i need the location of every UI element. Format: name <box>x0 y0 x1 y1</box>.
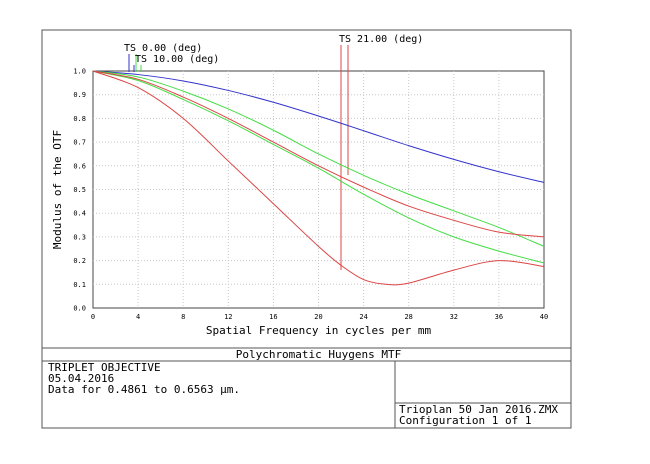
series-line-1 <box>92 70 545 183</box>
y-tick-label: 0.9 <box>73 91 86 99</box>
y-tick-label: 0.1 <box>73 281 86 289</box>
x-tick-label: 40 <box>540 313 548 321</box>
x-tick-label: 36 <box>495 313 503 321</box>
field-markers <box>128 45 349 270</box>
y-tick-label: 1.0 <box>73 68 86 76</box>
wavelength-range: Data for 0.4861 to 0.6563 µm. <box>48 383 240 396</box>
configuration: Configuration 1 of 1 <box>399 414 531 427</box>
x-tick-label: 12 <box>224 313 232 321</box>
series-line-4 <box>92 70 545 238</box>
y-tick-label: 0.4 <box>73 210 86 218</box>
x-tick-label: 20 <box>314 313 322 321</box>
y-tick-label: 0.0 <box>73 305 86 313</box>
chart-title: Polychromatic Huygens MTF <box>236 348 402 361</box>
x-tick-label: 16 <box>269 313 277 321</box>
series-line-2 <box>92 70 545 247</box>
field-label-ts10: TS 10.00 (deg) <box>135 54 219 65</box>
x-tick-label: 8 <box>181 313 185 321</box>
field-label-ts21: TS 21.00 (deg) <box>339 34 423 45</box>
x-tick-label: 0 <box>91 313 95 321</box>
grid <box>93 71 544 308</box>
x-tick-label: 32 <box>450 313 458 321</box>
y-tick-labels: 0.0 0.1 0.2 0.3 0.4 0.5 0.6 0.7 0.8 0.9 1.0 <box>73 68 86 313</box>
lens-title: TRIPLET OBJECTIVE <box>48 361 161 374</box>
y-tick-label: 0.6 <box>73 162 86 170</box>
field-label-ts0: TS 0.00 (deg) <box>124 43 202 54</box>
y-tick-label: 0.3 <box>73 233 86 241</box>
y-tick-label: 0.7 <box>73 139 86 147</box>
y-tick-label: 0.5 <box>73 186 86 194</box>
x-tick-label: 28 <box>404 313 412 321</box>
x-tick-label: 4 <box>136 313 140 321</box>
x-tick-label: 24 <box>359 313 367 321</box>
x-axis-title: Spatial Frequency in cycles per mm <box>206 324 432 337</box>
report-date: 05.04.2016 <box>48 372 114 385</box>
series-line-5 <box>92 70 545 286</box>
series-line-3 <box>92 70 545 264</box>
y-tick-label: 0.8 <box>73 115 86 123</box>
y-axis-title: Modulus of the OTF <box>51 130 64 249</box>
series-lines <box>92 70 545 286</box>
x-tick-labels: 0 4 8 12 16 20 24 28 32 36 40 <box>91 313 548 321</box>
y-tick-label: 0.2 <box>73 257 86 265</box>
file-name: Trioplan 50 Jan 2016.ZMX <box>399 403 558 416</box>
